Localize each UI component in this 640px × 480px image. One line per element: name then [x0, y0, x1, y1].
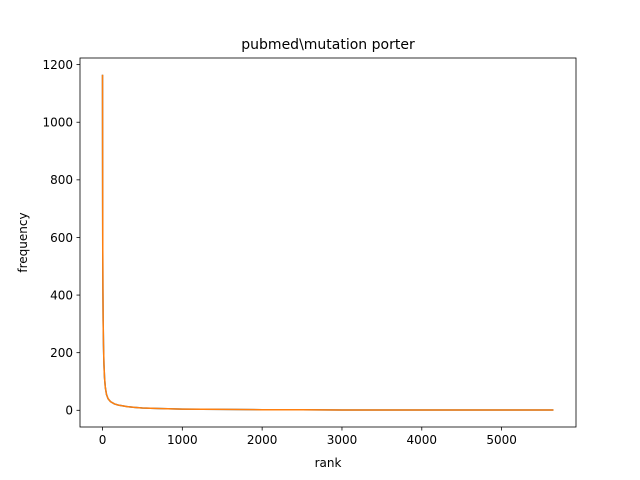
- x-tick-label: 5000: [486, 433, 517, 447]
- y-tick-label: 0: [65, 404, 73, 418]
- plot-background: [80, 58, 576, 427]
- x-tick-label: 2000: [247, 433, 278, 447]
- axes-frame: [79, 57, 577, 428]
- series-line-2: [101, 74, 554, 411]
- x-tick-label: 3000: [327, 433, 358, 447]
- y-tick-label: 1000: [42, 116, 73, 130]
- y-axis-label: frequency: [16, 212, 30, 272]
- x-axis-label: rank: [315, 456, 342, 470]
- y-tick-label: 200: [50, 346, 73, 360]
- y-tick-label: 600: [50, 231, 73, 245]
- x-tick-label: 0: [99, 433, 107, 447]
- axes-layer: 0 1000 2000 3000 4000 5000 0 200 400 600 800 1000 12…: [42, 57, 577, 447]
- y-tick-label: 800: [50, 173, 73, 187]
- x-tick-label: 1000: [167, 433, 198, 447]
- y-tick-label: 1200: [42, 58, 73, 72]
- series-layer: [101, 74, 554, 411]
- x-tick-label: 4000: [407, 433, 438, 447]
- plot-area: [80, 58, 576, 427]
- chart-title: pubmed\mutation porter: [241, 37, 415, 53]
- y-tick-label: 400: [50, 288, 73, 302]
